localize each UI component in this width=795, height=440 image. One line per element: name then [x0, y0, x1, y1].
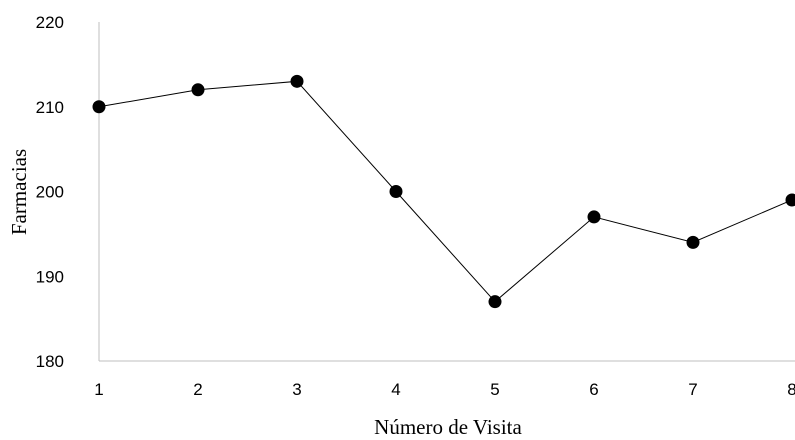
data-point — [92, 100, 106, 114]
data-point — [686, 235, 700, 249]
x-tick-label: 8 — [787, 380, 795, 399]
y-tick-label: 210 — [36, 98, 64, 117]
x-tick-label: 6 — [589, 380, 598, 399]
x-tick-label: 1 — [94, 380, 103, 399]
x-tick-label: 2 — [193, 380, 202, 399]
x-axis: 1 2 3 4 5 6 7 8 — [94, 360, 795, 399]
y-tick-label: 180 — [36, 352, 64, 371]
y-axis-title: Farmacias — [7, 149, 31, 235]
data-point — [587, 210, 601, 224]
data-point — [488, 295, 502, 309]
y-tick-label: 190 — [36, 267, 64, 286]
data-point — [290, 74, 304, 88]
y-axis: 180 190 200 210 220 — [36, 13, 100, 371]
x-tick-label: 7 — [688, 380, 697, 399]
x-tick-label: 4 — [391, 380, 400, 399]
data-point — [389, 185, 403, 198]
y-tick-label: 220 — [36, 13, 64, 32]
series-line — [98, 80, 793, 303]
x-axis-title: Número de Visita — [374, 415, 522, 439]
data-point — [191, 83, 205, 97]
x-tick-label: 5 — [490, 380, 499, 399]
x-tick-label: 3 — [292, 380, 301, 399]
data-point — [785, 193, 795, 207]
plot-area — [92, 74, 795, 309]
y-tick-label: 200 — [36, 183, 64, 202]
